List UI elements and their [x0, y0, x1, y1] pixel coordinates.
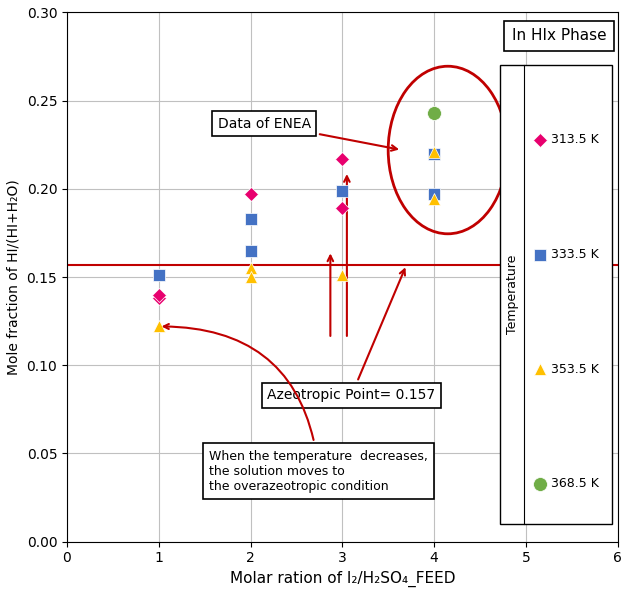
Text: 313.5 K: 313.5 K	[550, 134, 598, 146]
Text: 333.5 K: 333.5 K	[550, 248, 598, 261]
Y-axis label: Mole fraction of HI/(HI+H₂O): Mole fraction of HI/(HI+H₂O)	[7, 179, 21, 375]
333.5 K	[247, 247, 254, 254]
353.5 K	[247, 264, 254, 271]
353.5 K	[545, 138, 552, 145]
X-axis label: Molar ration of I₂/H₂SO₄_FEED: Molar ration of I₂/H₂SO₄_FEED	[230, 571, 455, 587]
Line: 353.5 K: 353.5 K	[152, 135, 555, 333]
333.5 K	[545, 138, 552, 145]
Text: 368.5 K: 368.5 K	[550, 478, 599, 490]
353.5 K	[247, 273, 254, 280]
353.5 K	[338, 271, 346, 279]
313.5 K	[155, 291, 162, 298]
353.5 K	[155, 323, 162, 330]
Line: 313.5 K: 313.5 K	[154, 154, 347, 303]
353.5 K	[430, 196, 438, 203]
Text: In HIx Phase: In HIx Phase	[512, 29, 606, 43]
313.5 K	[155, 295, 162, 302]
333.5 K	[338, 187, 346, 194]
353.5 K	[430, 148, 438, 156]
333.5 K	[247, 215, 254, 222]
313.5 K	[247, 191, 254, 198]
313.5 K	[338, 155, 346, 162]
Text: Temperature: Temperature	[506, 255, 518, 334]
Text: Data of ENEA: Data of ENEA	[218, 116, 397, 151]
333.5 K	[155, 271, 162, 279]
Text: Azeotropic Point= 0.157: Azeotropic Point= 0.157	[267, 269, 435, 402]
Text: When the temperature  decreases,
the solution moves to
the overazeotropic condit: When the temperature decreases, the solu…	[164, 324, 428, 492]
368.5 K	[545, 141, 552, 148]
368.5 K	[430, 109, 438, 116]
FancyBboxPatch shape	[500, 65, 612, 524]
Line: 333.5 K: 333.5 K	[153, 135, 554, 281]
333.5 K	[430, 191, 438, 198]
Text: 353.5 K: 353.5 K	[550, 363, 599, 375]
Line: 368.5 K: 368.5 K	[427, 106, 556, 151]
333.5 K	[430, 150, 438, 157]
313.5 K	[338, 205, 346, 212]
